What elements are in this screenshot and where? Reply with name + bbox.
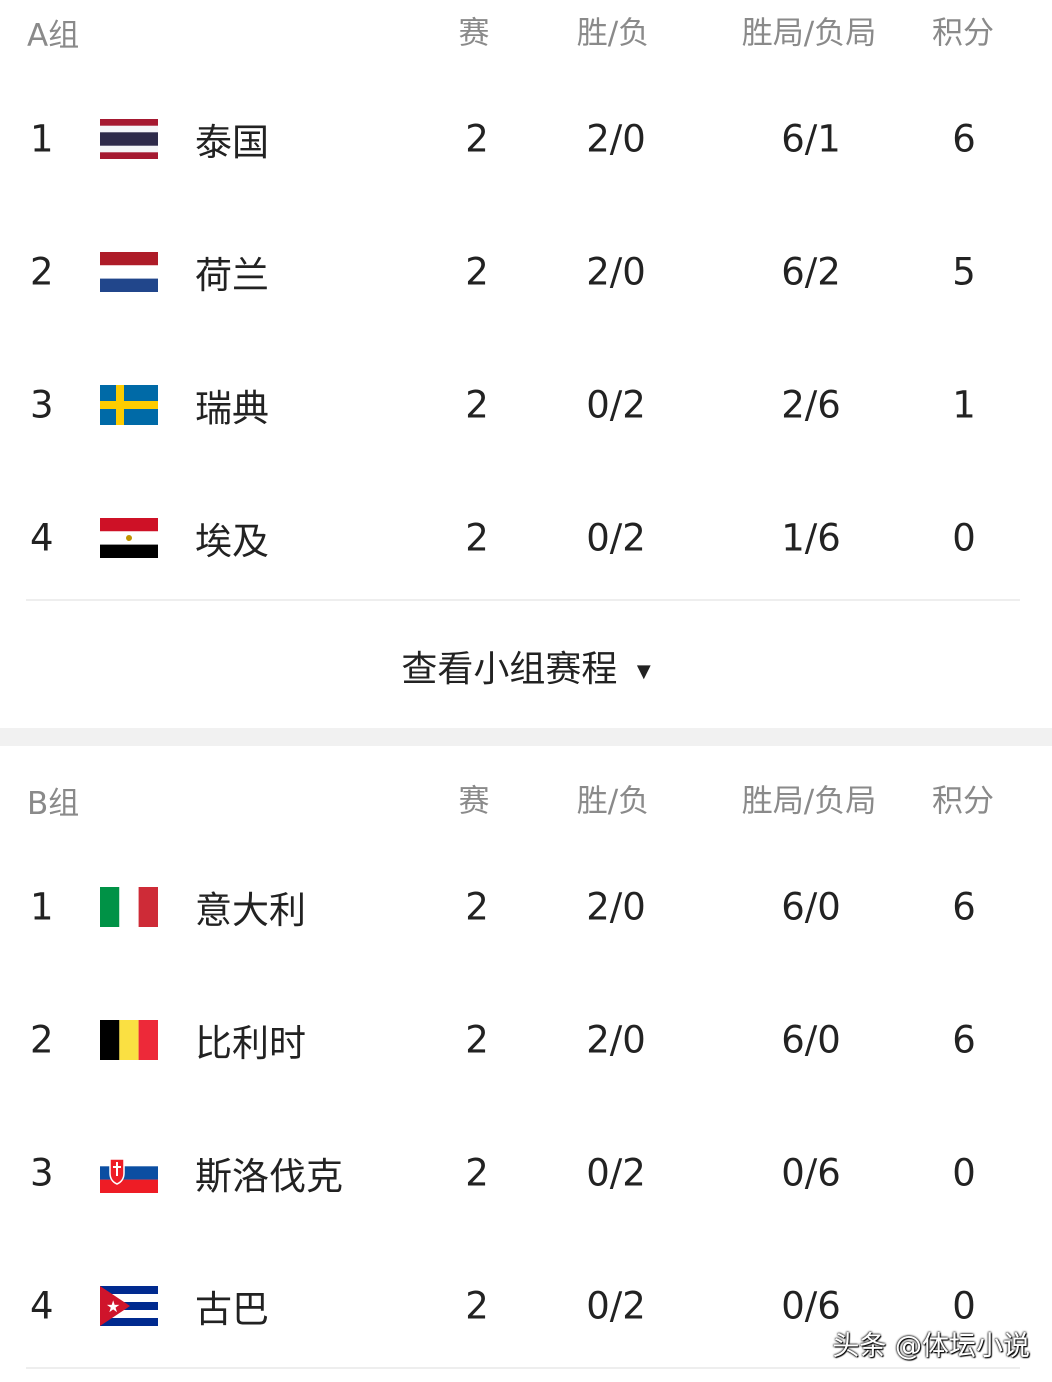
table-row[interactable]: 4 ★ 古巴 2 0/2 0/6 0 xyxy=(0,1239,1052,1372)
rank: 4 xyxy=(30,1284,54,1327)
divider xyxy=(26,599,1020,601)
win-loss: 0/2 xyxy=(586,516,646,559)
played: 2 xyxy=(465,885,489,928)
team-name: 瑞典 xyxy=(195,386,269,430)
points: 0 xyxy=(952,1151,976,1194)
col-played: 赛 xyxy=(458,15,490,52)
sets: 6/0 xyxy=(781,885,841,928)
points: 5 xyxy=(952,250,976,293)
watermark: 头条 @体坛小说 xyxy=(832,1331,1030,1362)
win-loss: 0/2 xyxy=(586,383,646,426)
points: 6 xyxy=(952,117,976,160)
col-played: 赛 xyxy=(458,783,490,820)
rank: 1 xyxy=(30,885,54,928)
table-row[interactable]: 3 斯洛伐克 2 0/2 0/6 0 xyxy=(0,1106,1052,1239)
points: 0 xyxy=(952,516,976,559)
rank: 3 xyxy=(30,383,54,426)
rank: 2 xyxy=(30,250,54,293)
belgium-flag-icon xyxy=(100,1019,158,1060)
team-name: 斯洛伐克 xyxy=(195,1154,343,1198)
table-row[interactable]: 1 泰国 2 2/0 6/1 6 xyxy=(0,72,1052,205)
win-loss: 2/0 xyxy=(586,885,646,928)
points: 1 xyxy=(952,383,976,426)
played: 2 xyxy=(465,1151,489,1194)
section-separator xyxy=(0,728,1052,746)
rank: 2 xyxy=(30,1018,54,1061)
played: 2 xyxy=(465,1018,489,1061)
win-loss: 2/0 xyxy=(586,250,646,293)
played: 2 xyxy=(465,383,489,426)
played: 2 xyxy=(465,117,489,160)
sets: 6/2 xyxy=(781,250,841,293)
view-schedule-button[interactable]: 查看小组赛程 ▼ xyxy=(0,640,1052,692)
sweden-flag-icon xyxy=(100,384,158,425)
win-loss: 0/2 xyxy=(586,1284,646,1327)
rank: 4 xyxy=(30,516,54,559)
played: 2 xyxy=(465,1284,489,1327)
sets: 6/0 xyxy=(781,1018,841,1061)
table-row[interactable]: 1 意大利 2 2/0 6/0 6 xyxy=(0,840,1052,973)
col-sets: 胜局/负局 xyxy=(741,15,877,52)
points: 0 xyxy=(952,1284,976,1327)
sets: 2/6 xyxy=(781,383,841,426)
col-win-loss: 胜/负 xyxy=(576,15,650,52)
slovakia-flag-icon xyxy=(100,1152,158,1193)
rank: 1 xyxy=(30,117,54,160)
team-name: 荷兰 xyxy=(195,253,269,297)
caret-down-icon: ▼ xyxy=(636,660,651,682)
win-loss: 2/0 xyxy=(586,1018,646,1061)
played: 2 xyxy=(465,516,489,559)
group-name: B组 xyxy=(27,786,80,822)
team-name: 埃及 xyxy=(195,519,269,563)
thailand-flag-icon xyxy=(100,118,158,159)
sets: 0/6 xyxy=(781,1284,841,1327)
col-points: 积分 xyxy=(932,15,994,52)
netherlands-flag-icon xyxy=(100,251,158,292)
divider xyxy=(26,1367,1020,1369)
win-loss: 0/2 xyxy=(586,1151,646,1194)
team-name: 泰国 xyxy=(195,120,269,164)
egypt-flag-icon xyxy=(100,517,158,558)
table-row[interactable]: 2 比利时 2 2/0 6/0 6 xyxy=(0,973,1052,1106)
team-name: 古巴 xyxy=(195,1287,269,1331)
sets: 1/6 xyxy=(781,516,841,559)
team-name: 比利时 xyxy=(195,1021,306,1065)
col-sets: 胜局/负局 xyxy=(741,783,877,820)
points: 6 xyxy=(952,1018,976,1061)
team-name: 意大利 xyxy=(195,888,306,932)
svg-text:★: ★ xyxy=(106,1297,120,1316)
view-schedule-label: 查看小组赛程 xyxy=(401,649,618,690)
played: 2 xyxy=(465,250,489,293)
table-row[interactable]: 3 瑞典 2 0/2 2/6 1 xyxy=(0,338,1052,471)
table-header: A组 赛 胜/负 胜局/负局 积分 xyxy=(0,0,1052,60)
sets: 6/1 xyxy=(781,117,841,160)
table-header: B组 赛 胜/负 胜局/负局 积分 xyxy=(0,768,1052,828)
table-row[interactable]: 2 荷兰 2 2/0 6/2 5 xyxy=(0,205,1052,338)
group-name: A组 xyxy=(27,18,80,54)
win-loss: 2/0 xyxy=(586,117,646,160)
points: 6 xyxy=(952,885,976,928)
cuba-flag-icon: ★ xyxy=(100,1285,158,1326)
col-win-loss: 胜/负 xyxy=(576,783,650,820)
rank: 3 xyxy=(30,1151,54,1194)
col-points: 积分 xyxy=(932,783,994,820)
table-row[interactable]: 4 埃及 2 0/2 1/6 0 xyxy=(0,471,1052,604)
italy-flag-icon xyxy=(100,886,158,927)
sets: 0/6 xyxy=(781,1151,841,1194)
